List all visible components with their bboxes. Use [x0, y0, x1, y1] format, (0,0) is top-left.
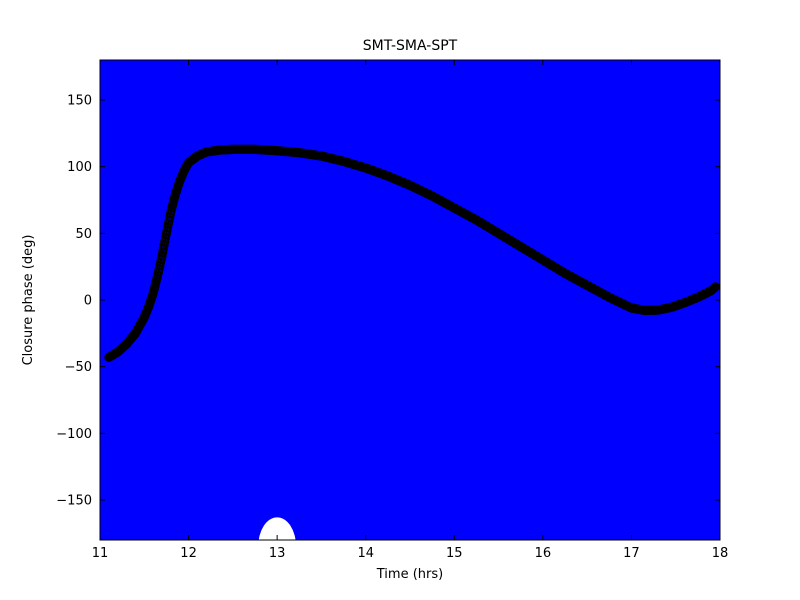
- chart-title: SMT-SMA-SPT: [363, 38, 458, 54]
- x-tick-label: 12: [180, 546, 197, 561]
- x-tick-label: 14: [357, 546, 374, 561]
- x-tick-label: 16: [535, 546, 552, 561]
- data-marker: [710, 282, 720, 292]
- y-tick-label: −150: [56, 494, 92, 509]
- x-tick-label: 11: [92, 546, 109, 561]
- y-axis-label: Closure phase (deg): [21, 235, 36, 366]
- ticks-group: [99, 60, 721, 540]
- white-gap: [258, 517, 296, 540]
- y-tick-label: −100: [56, 427, 92, 442]
- y-tick-label: 0: [84, 294, 92, 309]
- white-gap-group: [258, 517, 296, 540]
- y-tick-label: 100: [67, 160, 92, 175]
- x-tick-label: 15: [446, 546, 463, 561]
- axes-frame: [99, 59, 721, 541]
- x-tick-label: 18: [712, 546, 729, 561]
- x-tick-label: 17: [623, 546, 640, 561]
- plot-area-fill: [100, 60, 720, 540]
- data-series: [104, 144, 720, 362]
- y-tick-label: 150: [67, 94, 92, 109]
- x-axis-label: Time (hrs): [376, 567, 443, 582]
- x-tick-label: 13: [269, 546, 286, 561]
- plot-layers: 11 12 13 14 15 16 17 18 −150 −100 −50 0 50 100 150: [56, 59, 729, 561]
- y-tick-label: −50: [65, 360, 92, 375]
- y-tick-label: 50: [75, 227, 92, 242]
